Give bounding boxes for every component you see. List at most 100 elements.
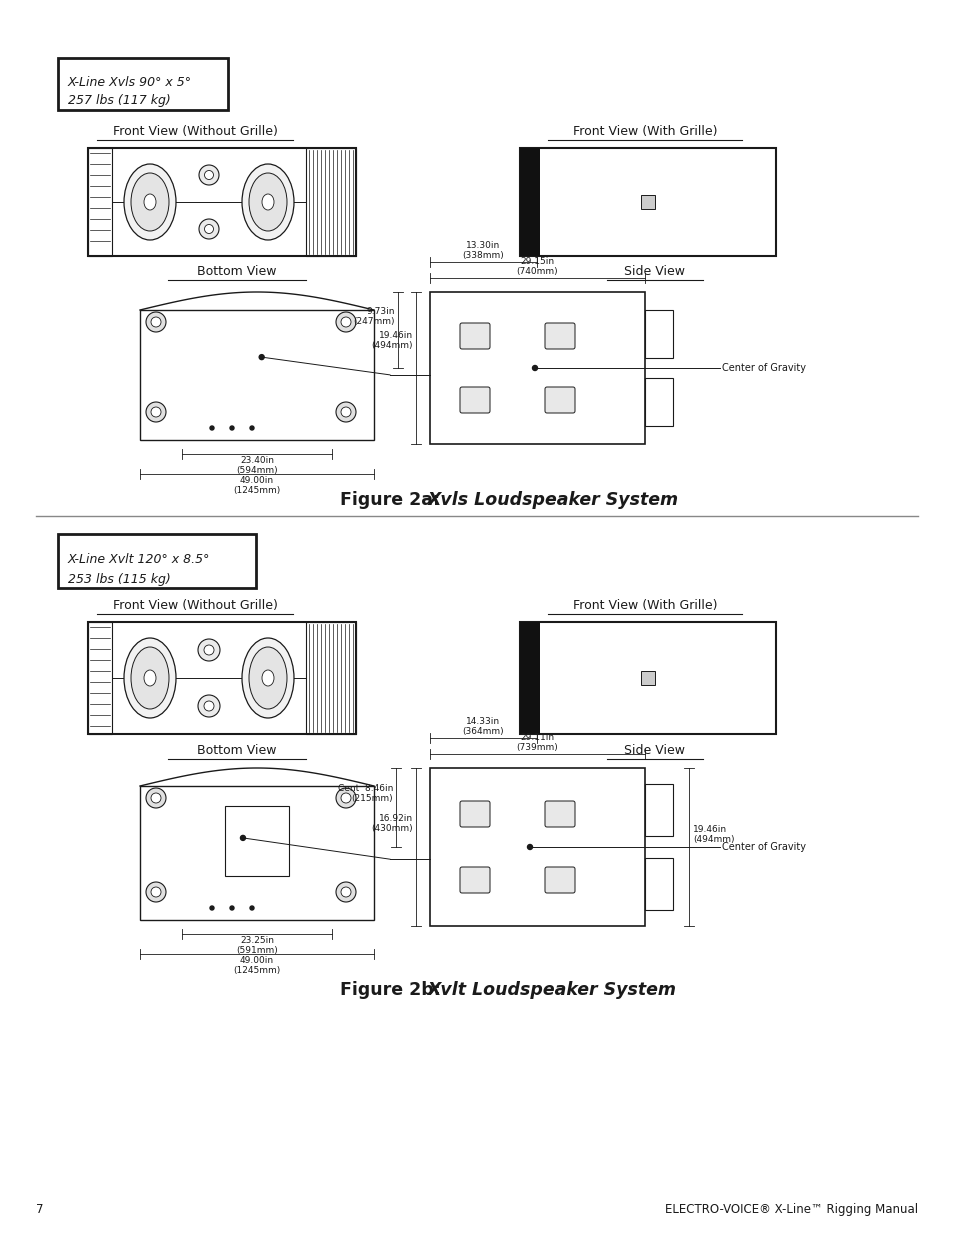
Bar: [640, 195, 655, 209]
Bar: [88, 622, 112, 734]
Ellipse shape: [262, 194, 274, 210]
Text: Center of Gravity: Center of Gravity: [721, 842, 805, 852]
Text: ELECTRO-VOICE® X-Line™ Rigging Manual: ELECTRO-VOICE® X-Line™ Rigging Manual: [664, 1203, 917, 1216]
Bar: [519, 148, 539, 256]
Text: 16.92in
(430mm): 16.92in (430mm): [371, 814, 413, 832]
Ellipse shape: [340, 317, 351, 327]
Text: Cent  8.46in
(215mm): Cent 8.46in (215mm): [337, 783, 393, 803]
Ellipse shape: [242, 638, 294, 718]
Ellipse shape: [335, 312, 355, 332]
Ellipse shape: [204, 645, 213, 655]
Text: 23.40in
(594mm): 23.40in (594mm): [236, 456, 277, 475]
Text: 253 lbs (115 kg): 253 lbs (115 kg): [68, 573, 171, 585]
Ellipse shape: [210, 906, 213, 910]
Bar: [140, 310, 374, 440]
Bar: [644, 858, 672, 910]
Ellipse shape: [532, 366, 537, 370]
Text: Front View (With Grille): Front View (With Grille): [572, 599, 717, 613]
Ellipse shape: [124, 164, 175, 240]
Text: 29.15in
(740mm): 29.15in (740mm): [517, 257, 558, 275]
FancyBboxPatch shape: [459, 802, 490, 827]
Text: X-Line Xvlt 120° x 8.5°: X-Line Xvlt 120° x 8.5°: [68, 553, 211, 566]
Ellipse shape: [262, 671, 274, 685]
Ellipse shape: [335, 882, 355, 902]
Text: Xvlt Loudspeaker System: Xvlt Loudspeaker System: [428, 981, 677, 999]
Ellipse shape: [199, 219, 219, 240]
Ellipse shape: [131, 647, 169, 709]
FancyBboxPatch shape: [459, 324, 490, 350]
Ellipse shape: [146, 312, 166, 332]
Ellipse shape: [151, 887, 161, 897]
Ellipse shape: [250, 426, 253, 430]
Ellipse shape: [249, 647, 287, 709]
Text: 9.73in
(247mm): 9.73in (247mm): [354, 306, 395, 326]
Ellipse shape: [230, 426, 233, 430]
Bar: [430, 768, 644, 926]
Bar: [644, 784, 672, 836]
Text: Center of Gravity: Center of Gravity: [721, 363, 805, 373]
FancyBboxPatch shape: [544, 867, 575, 893]
Bar: [88, 622, 355, 734]
Ellipse shape: [242, 164, 294, 240]
Text: Front View (With Grille): Front View (With Grille): [572, 125, 717, 138]
Text: 7: 7: [36, 1203, 44, 1216]
Bar: [519, 622, 539, 734]
Text: Front View (Without Grille): Front View (Without Grille): [112, 125, 277, 138]
Ellipse shape: [527, 845, 532, 850]
Ellipse shape: [204, 170, 213, 179]
Bar: [519, 148, 775, 256]
Ellipse shape: [340, 408, 351, 417]
Text: 49.00in
(1245mm): 49.00in (1245mm): [233, 475, 280, 495]
Text: 49.00in
(1245mm): 49.00in (1245mm): [233, 956, 280, 976]
Ellipse shape: [204, 701, 213, 711]
Ellipse shape: [249, 173, 287, 231]
Text: Side View: Side View: [624, 743, 685, 757]
Text: 23.25in
(591mm): 23.25in (591mm): [236, 936, 277, 956]
FancyBboxPatch shape: [544, 802, 575, 827]
Ellipse shape: [198, 695, 220, 718]
Text: Figure 2a:: Figure 2a:: [339, 492, 439, 509]
Text: 257 lbs (117 kg): 257 lbs (117 kg): [68, 94, 171, 107]
Bar: [644, 378, 672, 426]
Text: Front View (Without Grille): Front View (Without Grille): [112, 599, 277, 613]
Ellipse shape: [199, 165, 219, 185]
Bar: [88, 148, 112, 256]
Text: X-Line Xvls 90° x 5°: X-Line Xvls 90° x 5°: [68, 77, 192, 89]
Bar: [519, 622, 775, 734]
Ellipse shape: [198, 638, 220, 661]
Bar: [640, 671, 655, 685]
Ellipse shape: [240, 835, 245, 841]
Ellipse shape: [131, 173, 169, 231]
Ellipse shape: [340, 887, 351, 897]
Bar: [306, 622, 355, 734]
Ellipse shape: [146, 788, 166, 808]
Ellipse shape: [250, 906, 253, 910]
Ellipse shape: [210, 426, 213, 430]
Text: 14.33in
(364mm): 14.33in (364mm): [461, 716, 503, 736]
Bar: [140, 785, 374, 920]
Text: Side View: Side View: [624, 266, 685, 278]
Ellipse shape: [144, 671, 156, 685]
Ellipse shape: [335, 788, 355, 808]
Bar: [430, 291, 644, 445]
Bar: [58, 534, 255, 588]
Ellipse shape: [124, 638, 175, 718]
Ellipse shape: [230, 906, 233, 910]
Ellipse shape: [151, 793, 161, 803]
Text: 13.30in
(338mm): 13.30in (338mm): [461, 241, 503, 261]
FancyBboxPatch shape: [544, 324, 575, 350]
Bar: [644, 310, 672, 358]
Text: Xvls Loudspeaker System: Xvls Loudspeaker System: [428, 492, 679, 509]
Text: Bottom View: Bottom View: [197, 743, 276, 757]
Ellipse shape: [146, 403, 166, 422]
Ellipse shape: [144, 194, 156, 210]
Text: Figure 2b:: Figure 2b:: [339, 981, 440, 999]
Text: Bottom View: Bottom View: [197, 266, 276, 278]
Ellipse shape: [340, 793, 351, 803]
Bar: [225, 806, 289, 876]
Text: 29.11in
(739mm): 29.11in (739mm): [517, 732, 558, 752]
FancyBboxPatch shape: [459, 387, 490, 412]
Bar: [306, 148, 355, 256]
Ellipse shape: [204, 225, 213, 233]
FancyBboxPatch shape: [459, 867, 490, 893]
